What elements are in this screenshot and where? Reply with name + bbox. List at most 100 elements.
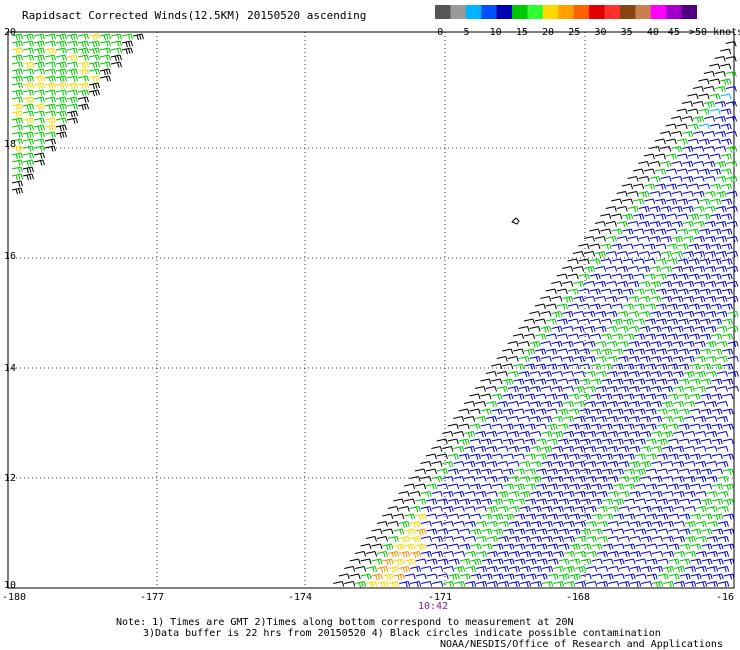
wind-barb	[613, 543, 625, 550]
wind-barb	[425, 483, 438, 490]
wind-barb	[545, 303, 557, 310]
wind-barb	[574, 521, 586, 528]
wind-barb	[393, 513, 405, 520]
wind-barb	[601, 468, 613, 475]
wind-barb	[44, 47, 56, 55]
wind-barb	[33, 33, 45, 40]
wind-barb	[721, 333, 734, 340]
wind-barb	[99, 47, 111, 54]
wind-barb	[611, 288, 623, 295]
wind-barb	[88, 89, 100, 97]
wind-barb	[531, 566, 543, 573]
wind-barb	[534, 303, 546, 310]
wind-barb	[55, 68, 67, 76]
wind-barb	[711, 378, 723, 385]
wind-barb	[705, 311, 717, 318]
wind-barb	[382, 528, 394, 535]
wind-barb	[721, 318, 733, 325]
wind-barb	[726, 131, 738, 137]
wind-barb	[77, 89, 89, 97]
wind-barb	[573, 311, 585, 317]
wind-barb	[536, 513, 548, 520]
wind-barb	[700, 348, 712, 355]
wind-barb	[661, 266, 673, 273]
wind-barb	[671, 131, 683, 137]
wind-barb	[420, 476, 432, 482]
wind-barb	[660, 176, 672, 182]
wind-barb	[677, 213, 689, 220]
wind-barb	[661, 371, 673, 378]
wind-barb	[679, 543, 691, 550]
wind-barb	[11, 82, 23, 89]
wind-barb	[660, 146, 672, 152]
wind-barb	[578, 243, 590, 250]
wind-barb	[502, 483, 515, 490]
wind-barb	[508, 536, 520, 543]
wind-barb	[651, 536, 663, 542]
wind-barb	[431, 536, 443, 543]
wind-barb	[546, 393, 558, 400]
wind-barb	[464, 416, 476, 422]
wind-barb	[586, 566, 598, 572]
wind-barb	[634, 378, 646, 385]
wind-barb	[66, 117, 78, 124]
wind-barb	[11, 54, 23, 62]
wind-barb	[605, 221, 617, 227]
wind-barb	[611, 318, 623, 326]
wind-barb	[634, 363, 646, 370]
wind-barb	[663, 581, 675, 588]
wind-barb	[662, 476, 674, 482]
wind-barb	[564, 566, 576, 573]
wind-barb	[716, 266, 728, 273]
wind-barb	[33, 103, 45, 111]
wind-barb	[710, 318, 722, 325]
wind-barb	[703, 116, 716, 122]
wind-barb	[387, 506, 399, 512]
wind-barb	[480, 453, 492, 460]
wind-barb	[662, 551, 675, 558]
wind-barb	[66, 68, 78, 76]
wind-barb	[673, 446, 685, 453]
wind-barb	[480, 438, 492, 445]
wind-barb	[442, 491, 454, 498]
wind-barb	[701, 558, 713, 565]
wind-barb	[628, 386, 640, 393]
wind-barb	[693, 221, 705, 228]
wind-barb	[426, 558, 438, 565]
wind-barb	[661, 401, 674, 408]
wind-barb	[699, 303, 711, 310]
wind-barb	[683, 401, 696, 408]
wind-barb	[628, 341, 640, 348]
wind-barb	[458, 453, 470, 460]
wind-barb	[676, 123, 688, 130]
wind-barb	[591, 558, 603, 565]
wind-barb	[437, 528, 449, 535]
wind-barb	[657, 513, 669, 520]
wind-barb	[563, 551, 576, 558]
wind-barb	[388, 581, 400, 588]
wind-barb	[519, 536, 531, 543]
wind-barb	[518, 386, 530, 393]
wind-barb	[585, 506, 597, 513]
lat-tick-12: 12	[4, 473, 17, 484]
wind-barb	[590, 348, 602, 355]
wind-barb	[624, 558, 636, 565]
wind-barb	[644, 198, 656, 205]
wind-barb	[682, 146, 694, 153]
wind-barb	[643, 168, 655, 175]
wind-barb	[673, 506, 685, 512]
wind-barb	[590, 378, 602, 385]
wind-barb	[546, 378, 558, 385]
wind-barb	[678, 483, 691, 490]
wind-barb	[454, 581, 466, 588]
wind-barb	[569, 558, 581, 565]
wind-barb	[579, 348, 591, 355]
wind-barb	[607, 431, 619, 438]
wind-barb	[678, 468, 690, 475]
wind-barb	[589, 258, 601, 265]
wind-barb	[711, 348, 723, 355]
wind-barb	[689, 363, 701, 370]
wind-barb	[594, 221, 606, 227]
wind-barb	[667, 363, 679, 370]
wind-barb	[596, 476, 608, 483]
